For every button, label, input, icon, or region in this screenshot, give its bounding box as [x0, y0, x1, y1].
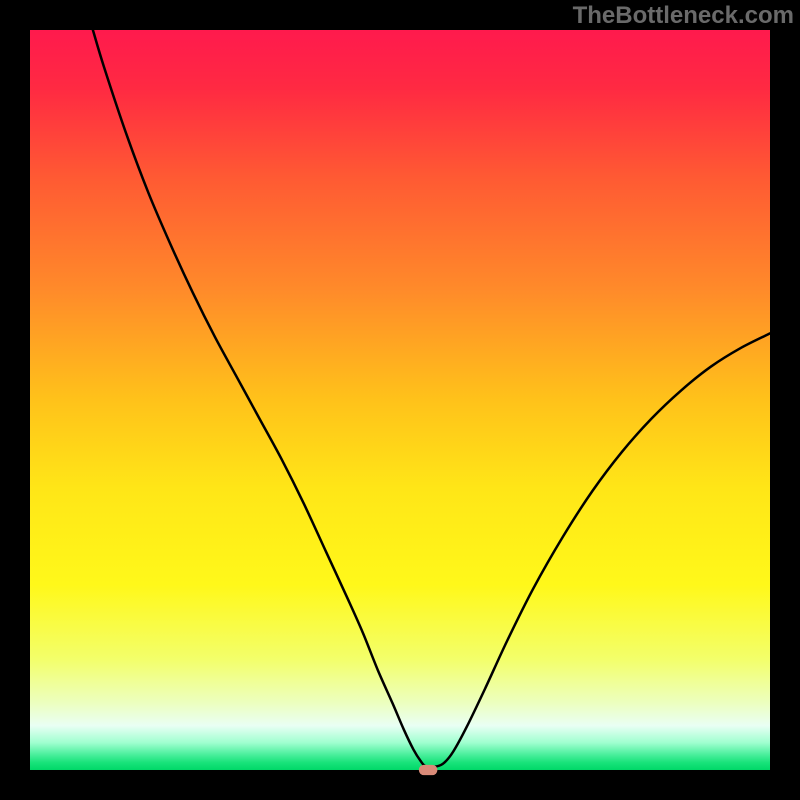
watermark-text: TheBottleneck.com	[573, 2, 794, 30]
chart-canvas: TheBottleneck.com	[0, 0, 800, 800]
min-marker	[419, 765, 438, 775]
bottleneck-chart	[0, 0, 800, 800]
plot-gradient	[30, 30, 770, 770]
